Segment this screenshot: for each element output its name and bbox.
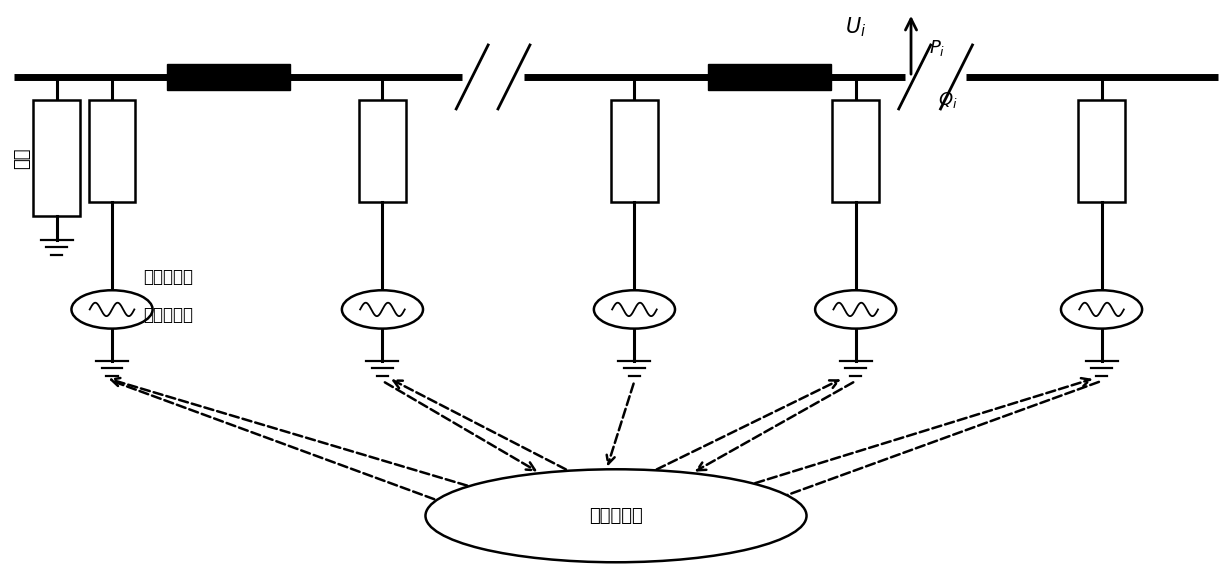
Text: 光伏发电机: 光伏发电机 bbox=[143, 269, 192, 287]
Text: $P_i$: $P_i$ bbox=[929, 38, 946, 58]
Bar bbox=[359, 100, 405, 202]
Bar bbox=[33, 100, 80, 217]
Text: 底层控制量: 底层控制量 bbox=[143, 306, 192, 324]
Circle shape bbox=[342, 290, 423, 329]
Bar bbox=[708, 64, 832, 90]
Circle shape bbox=[816, 290, 896, 329]
Circle shape bbox=[71, 290, 153, 329]
Bar bbox=[611, 100, 658, 202]
Text: 高层控制量: 高层控制量 bbox=[589, 507, 643, 525]
Text: 负载: 负载 bbox=[14, 148, 31, 169]
Circle shape bbox=[1061, 290, 1142, 329]
Bar bbox=[833, 100, 880, 202]
Circle shape bbox=[594, 290, 675, 329]
Bar bbox=[89, 100, 136, 202]
Ellipse shape bbox=[425, 470, 807, 562]
Bar bbox=[168, 64, 291, 90]
Text: $U_i$: $U_i$ bbox=[845, 16, 866, 39]
Text: $Q_i$: $Q_i$ bbox=[938, 90, 957, 110]
Bar bbox=[1078, 100, 1125, 202]
